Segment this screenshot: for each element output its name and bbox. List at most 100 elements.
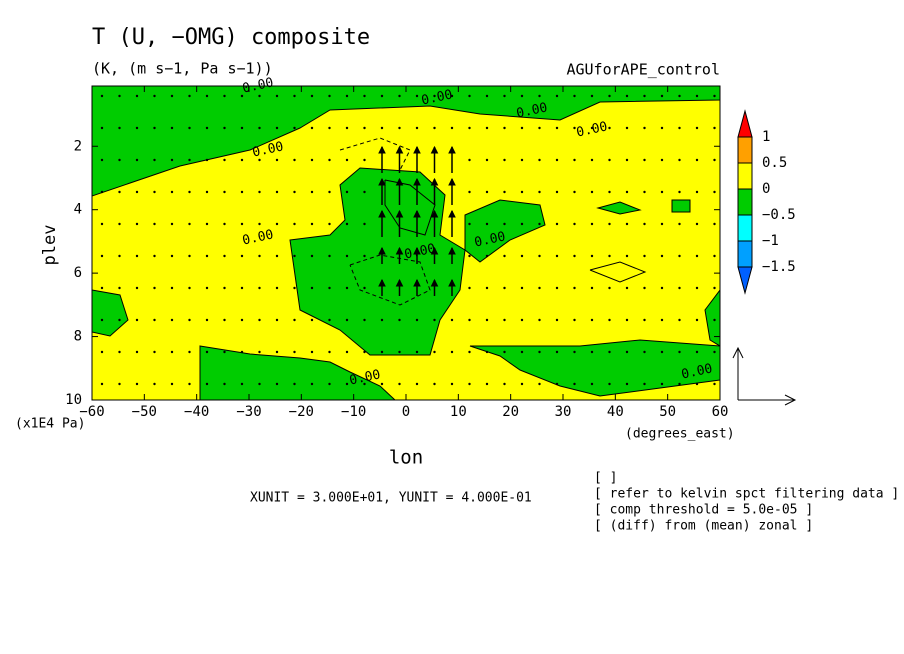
vector (275, 94, 279, 98)
contour-line (339, 137, 411, 171)
vector (468, 222, 471, 226)
x-tick-label: 0 (402, 404, 410, 420)
region (92, 289, 129, 337)
colorbar-label: 1 (762, 129, 770, 145)
vector (328, 350, 331, 354)
y-tick-label: 2 (74, 138, 82, 154)
colorbar-box (737, 188, 753, 216)
vector (310, 382, 314, 386)
vector (153, 158, 156, 162)
vector (590, 158, 594, 162)
vector (100, 350, 104, 354)
region (704, 289, 720, 347)
vector (258, 222, 261, 226)
vector-head (413, 246, 421, 255)
vector (135, 350, 139, 354)
vector (503, 158, 506, 162)
vector (520, 126, 524, 130)
vector (310, 254, 314, 258)
vector (380, 318, 384, 322)
vector (643, 94, 646, 98)
vector (625, 350, 629, 354)
vector (660, 126, 664, 130)
vector-head (378, 278, 386, 287)
vector (363, 126, 366, 130)
vector (520, 190, 524, 194)
x-tick-label: −50 (132, 404, 157, 420)
vector (310, 286, 314, 290)
note: [ comp threshold = 5.0e-05 ] (594, 503, 813, 518)
y-axis-unit: (x1E4 Pa) (15, 417, 85, 432)
vector (485, 94, 489, 98)
vector (713, 222, 716, 226)
vector (433, 126, 436, 130)
vector (240, 222, 244, 226)
vector (450, 350, 454, 354)
vector (188, 286, 191, 290)
vector (188, 350, 191, 354)
vector (485, 382, 489, 386)
vector (170, 382, 174, 386)
vector (240, 190, 244, 194)
vector-head (395, 278, 404, 287)
contour-label: 0.00 (403, 241, 437, 262)
vector (538, 350, 541, 354)
vector (555, 94, 559, 98)
vector (415, 382, 419, 386)
vector (100, 94, 104, 98)
vector (713, 126, 716, 130)
vector (223, 350, 226, 354)
x-tick-label: −30 (236, 404, 261, 420)
vector (520, 382, 524, 386)
vector (223, 254, 226, 258)
vector (293, 190, 296, 194)
vector-head (430, 145, 439, 154)
vector (293, 382, 296, 386)
vector (118, 318, 121, 322)
vector (328, 190, 331, 194)
vector-head (448, 145, 456, 154)
vector-field (100, 94, 716, 386)
vector (223, 126, 226, 130)
colorbar-box (737, 214, 753, 242)
vector (363, 222, 366, 226)
vector-head (448, 209, 456, 218)
vector (678, 318, 681, 322)
region (464, 199, 546, 263)
vector (625, 286, 629, 290)
region (596, 201, 642, 215)
region (92, 86, 720, 197)
vector (258, 94, 261, 98)
vector (433, 350, 436, 354)
vector (275, 158, 279, 162)
vector (328, 126, 331, 130)
vector (520, 286, 524, 290)
vector (398, 126, 401, 130)
vector (188, 94, 191, 98)
vector (608, 94, 611, 98)
vector (135, 190, 139, 194)
vector (555, 222, 559, 226)
vector (660, 158, 664, 162)
vector (450, 382, 454, 386)
vector (555, 382, 559, 386)
vector (153, 254, 156, 258)
vector (695, 126, 699, 130)
vector (205, 254, 209, 258)
vector (643, 286, 646, 290)
vector (310, 94, 314, 98)
vector (275, 126, 279, 130)
x-tick-label: −20 (289, 404, 314, 420)
vector (345, 318, 349, 322)
vector (573, 158, 576, 162)
vector (223, 222, 226, 226)
vector (415, 94, 419, 98)
vector (258, 126, 261, 130)
contour-line (589, 261, 647, 283)
x-tick-label: −60 (79, 404, 104, 420)
vector-head (395, 145, 404, 154)
vector (293, 222, 296, 226)
vector (328, 318, 331, 322)
vector (415, 350, 419, 354)
colorbar-cap (737, 109, 753, 138)
